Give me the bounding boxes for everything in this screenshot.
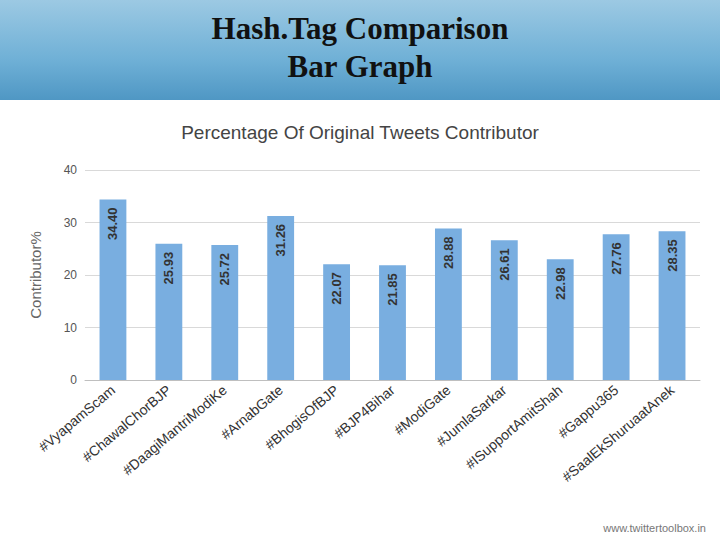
svg-text:#ModiGate: #ModiGate: [390, 381, 454, 439]
svg-text:#BJP4Bihar: #BJP4Bihar: [331, 382, 398, 442]
svg-text:20: 20: [64, 268, 78, 282]
svg-text:Percentage Of Original Tweets: Percentage Of Original Tweets Contributo…: [181, 122, 539, 143]
svg-text:#JumlaSarkar: #JumlaSarkar: [433, 381, 510, 450]
html-text:www.twittertoolbox.in: www.twittertoolbox.in: [603, 522, 706, 534]
svg-text:#BhogisOfBJP: #BhogisOfBJP: [262, 382, 342, 453]
svg-text:28.88: 28.88: [441, 236, 456, 269]
svg-text:22.98: 22.98: [553, 267, 568, 300]
svg-text:#ChawalChorBJP: #ChawalChorBJP: [79, 381, 174, 466]
svg-text:26.61: 26.61: [497, 248, 512, 281]
svg-text:Contributor%: Contributor%: [27, 231, 44, 319]
svg-text:21.85: 21.85: [385, 273, 400, 306]
svg-text:#VyapamScam: #VyapamScam: [35, 381, 119, 455]
svg-text:#Gappu365: #Gappu365: [554, 381, 622, 442]
svg-text:#SaalEkShuruaatAnek: #SaalEkShuruaatAnek: [559, 381, 678, 484]
svg-text:40: 40: [64, 163, 78, 177]
svg-text:25.72: 25.72: [217, 253, 232, 286]
svg-text:0: 0: [70, 373, 77, 387]
svg-text:#ISupportAmitShah: #ISupportAmitShah: [462, 382, 565, 472]
svg-text:31.26: 31.26: [273, 224, 288, 257]
svg-text:22.07: 22.07: [329, 272, 344, 305]
html-text:Bar Graph: Bar Graph: [287, 49, 433, 84]
svg-text:25.93: 25.93: [161, 252, 176, 285]
svg-text:30: 30: [64, 216, 78, 230]
svg-text:#ArnabGate: #ArnabGate: [217, 381, 286, 443]
svg-text:#DaagiMantriModiKe: #DaagiMantriModiKe: [119, 382, 230, 478]
html-text:Hash.Tag Comparison: Hash.Tag Comparison: [211, 11, 509, 46]
svg-text:10: 10: [64, 321, 78, 335]
svg-text:34.40: 34.40: [105, 207, 120, 240]
svg-text:28.35: 28.35: [665, 239, 680, 272]
svg-text:27.76: 27.76: [609, 242, 624, 275]
